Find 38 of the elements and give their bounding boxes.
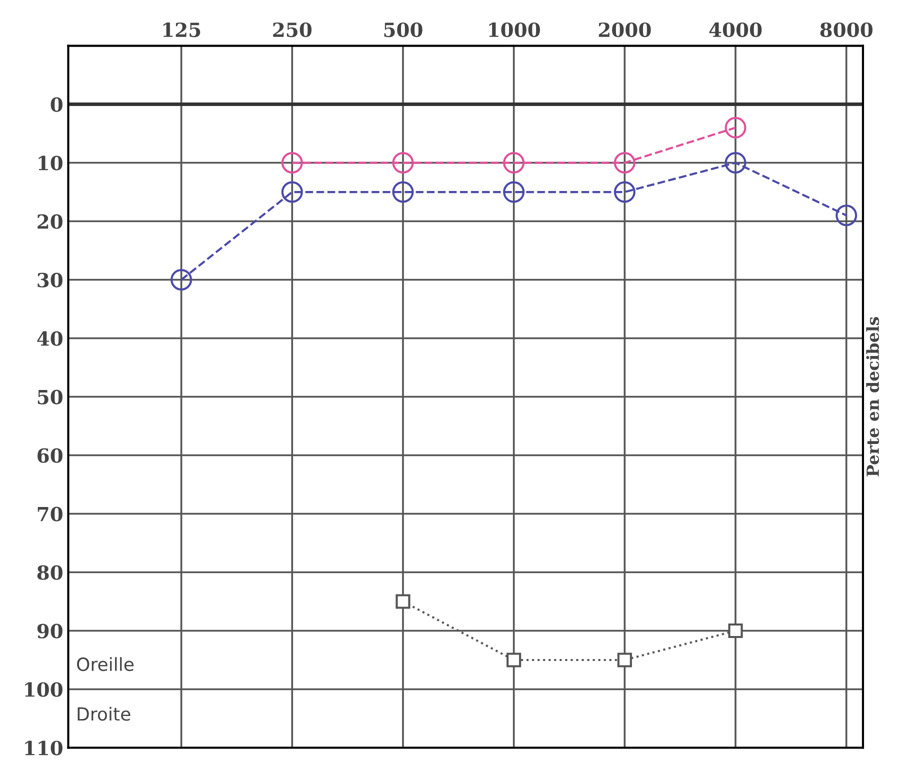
x-tick-label: 8000 (820, 22, 872, 38)
x-tick-label: 4000 (709, 22, 762, 38)
y-tick-label: 90 (37, 624, 62, 638)
point (396, 594, 410, 609)
y-tick-label: 50 (38, 390, 62, 404)
y-tick-label: 100 (25, 682, 62, 697)
y-tick-label: 20 (38, 214, 62, 229)
point (724, 152, 746, 174)
y-tick-label: 10 (38, 156, 62, 170)
point (503, 152, 525, 174)
y-tick-label: 0 (50, 97, 62, 112)
x-tick-label: 2000 (598, 22, 651, 38)
y-tick-label: 80 (37, 565, 62, 580)
y-axis-title: Perte en decibels (866, 317, 880, 476)
y-tick-label: 60 (38, 448, 62, 463)
annotation: Oreille (77, 657, 134, 672)
x-tick-label: 125 (163, 22, 200, 38)
point (614, 152, 636, 174)
y-tick-label: 30 (38, 272, 62, 288)
x-tick-label: 1000 (489, 22, 540, 38)
point (170, 269, 192, 291)
x-tick-label: 500 (384, 22, 422, 38)
point (614, 181, 636, 203)
point (392, 181, 414, 203)
point (281, 152, 303, 174)
point (728, 623, 743, 638)
point (503, 181, 525, 203)
point (506, 652, 522, 668)
annotation: Droite (78, 706, 130, 721)
point (281, 181, 303, 203)
y-tick-label: 40 (37, 331, 62, 346)
point (617, 652, 632, 668)
point (836, 204, 858, 226)
point (724, 116, 746, 138)
point (392, 152, 414, 174)
x-tick-label: 250 (273, 22, 312, 38)
y-tick-label: 70 (38, 506, 62, 522)
y-tick-label: 110 (25, 740, 62, 756)
